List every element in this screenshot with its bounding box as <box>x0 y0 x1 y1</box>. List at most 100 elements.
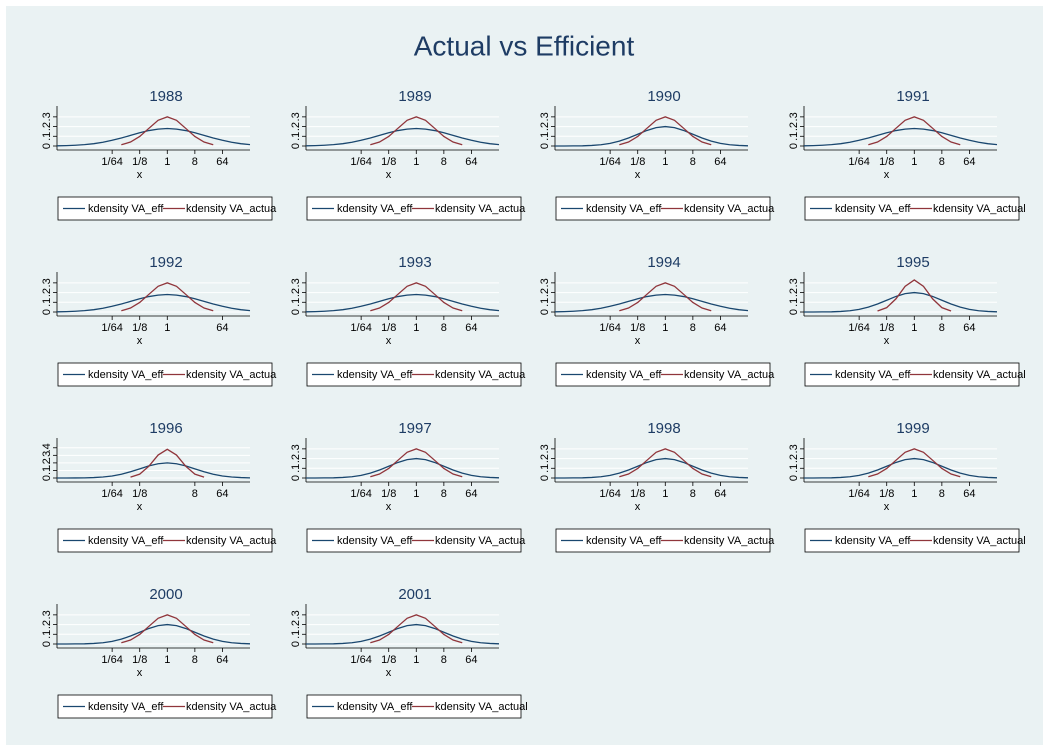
x-tick-label: 8 <box>690 156 696 168</box>
panel-title: 1999 <box>896 420 929 437</box>
density-line <box>121 116 214 146</box>
panel: 1988 0 .1.2.3 1/64 1/8 1 8 64 x kdensity VA_eff kd… <box>41 88 279 221</box>
x-tick-label: 1/64 <box>848 322 869 334</box>
panel: 1989 0 .1.2.3 1/64 1/8 1 8 64 x kdensity VA_eff kd… <box>290 88 526 221</box>
y-tick-label: .4 <box>41 443 53 452</box>
x-tick-label: 1/8 <box>132 156 147 168</box>
panel: 1993 0 .1.2.3 1/64 1/8 1 8 64 x kdensity VA_eff kd… <box>290 254 528 387</box>
legend-label: kdensity VA_actual <box>933 369 1026 381</box>
x-tick-label: 1 <box>413 654 419 666</box>
x-tick-label: 1/8 <box>381 156 396 168</box>
x-tick-label: 1/64 <box>599 488 620 500</box>
y-tick-label: .3 <box>539 278 551 287</box>
density-line <box>619 282 712 312</box>
x-axis-label: x <box>884 169 890 181</box>
panel-title: 2000 <box>149 586 182 603</box>
density-line <box>555 125 749 147</box>
x-tick-label: 64 <box>465 654 477 666</box>
x-tick-label: 1/64 <box>350 156 371 168</box>
y-tick-label: .1 <box>41 630 53 639</box>
panel: 1995 0 .1.2.3 1/64 1/8 1 8 64 x kdensity VA_eff kd… <box>788 254 1026 387</box>
y-tick-label: 0 <box>41 475 53 481</box>
density-line <box>130 448 205 478</box>
y-tick-label: .1 <box>41 132 53 141</box>
density-line <box>370 282 463 312</box>
panel-title: 1989 <box>398 88 431 105</box>
x-tick-label: 8 <box>690 488 696 500</box>
x-tick-label: 64 <box>465 322 477 334</box>
x-tick-label: 8 <box>192 654 198 666</box>
density-line <box>370 614 463 644</box>
y-tick-label: 0 <box>290 309 302 315</box>
x-tick-label: 1/64 <box>848 156 869 168</box>
x-tick-label: 1/8 <box>381 488 396 500</box>
y-tick-label: 0 <box>41 309 53 315</box>
x-tick-label: 1/8 <box>381 322 396 334</box>
legend-label: kdensity VA_actual <box>186 203 279 215</box>
y-tick-label: .3 <box>788 444 800 453</box>
density-line <box>868 448 961 478</box>
x-tick-label: 8 <box>441 156 447 168</box>
x-tick-label: 1 <box>662 156 668 168</box>
x-tick-label: 8 <box>192 156 198 168</box>
legend-label: kdensity VA_eff <box>835 369 911 381</box>
y-tick-label: .1 <box>41 466 53 475</box>
y-tick-label: .3 <box>539 444 551 453</box>
x-tick-label: 8 <box>939 156 945 168</box>
x-tick-label: 1 <box>911 156 917 168</box>
legend-label: kdensity VA_actual <box>435 535 528 547</box>
legend-label: kdensity VA_eff <box>337 535 413 547</box>
x-tick-label: 1/64 <box>599 322 620 334</box>
legend-label: kdensity VA_eff <box>337 701 413 713</box>
y-tick-label: 0 <box>41 143 53 149</box>
legend-label: kdensity VA_actual <box>435 369 528 381</box>
panel-title: 1998 <box>647 420 680 437</box>
x-axis-label: x <box>386 169 392 181</box>
x-tick-label: 8 <box>441 654 447 666</box>
y-tick-label: .1 <box>41 298 53 307</box>
legend-label: kdensity VA_actual <box>933 203 1026 215</box>
legend-label: kdensity VA_eff <box>88 369 164 381</box>
x-tick-label: 1 <box>911 488 917 500</box>
x-tick-label: 8 <box>939 488 945 500</box>
x-tick-label: 8 <box>690 322 696 334</box>
x-tick-label: 1/64 <box>101 156 122 168</box>
y-tick-label: .3 <box>41 610 53 619</box>
panel-title: 1995 <box>896 254 929 271</box>
y-tick-label: .3 <box>788 112 800 121</box>
density-line <box>803 127 998 147</box>
legend-label: kdensity VA_eff <box>88 535 164 547</box>
x-tick-label: 64 <box>714 322 726 334</box>
y-tick-label: .3 <box>41 451 53 460</box>
x-tick-label: 1/64 <box>101 654 122 666</box>
x-tick-label: 1 <box>164 654 170 666</box>
x-tick-label: 1/8 <box>132 488 147 500</box>
panel-title: 1992 <box>149 254 182 271</box>
x-tick-label: 1/8 <box>630 156 645 168</box>
x-axis-label: x <box>386 667 392 679</box>
panel: 1990 0 .1.2.3 1/64 1/8 1 8 64 x kdensity VA_eff kd… <box>539 88 775 221</box>
x-tick-label: 8 <box>441 322 447 334</box>
x-axis-label: x <box>884 501 890 513</box>
y-tick-label: .2 <box>788 288 800 297</box>
x-axis-label: x <box>137 169 143 181</box>
x-tick-label: 1/64 <box>848 488 869 500</box>
x-axis-label: x <box>635 169 641 181</box>
y-tick-label: .2 <box>539 288 551 297</box>
y-tick-label: .1 <box>290 464 302 473</box>
y-tick-label: .2 <box>290 620 302 629</box>
y-tick-label: .1 <box>539 464 551 473</box>
x-tick-label: 64 <box>714 488 726 500</box>
panel: 1991 0 .1.2.3 1/64 1/8 1 8 64 x kdensity VA_eff kd… <box>788 88 1026 221</box>
density-line <box>370 448 463 478</box>
x-axis-label: x <box>137 667 143 679</box>
panel-title: 1994 <box>647 254 680 271</box>
legend-label: kdensity VA_actual <box>186 701 279 713</box>
y-tick-label: 0 <box>290 143 302 149</box>
panel: 1996 0.1.2.3.4 1/64 1/8 8 64 x kdensity VA_eff k… <box>41 420 277 553</box>
panel-title: 1997 <box>398 420 431 437</box>
legend-label: kdensity VA_eff <box>586 203 662 215</box>
x-tick-label: 1/64 <box>599 156 620 168</box>
y-tick-label: 0 <box>539 309 551 315</box>
